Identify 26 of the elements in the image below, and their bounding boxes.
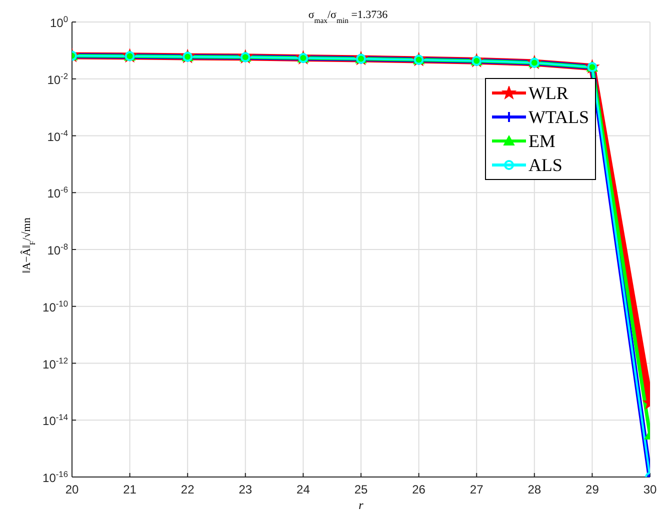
- y-tick-label: 10$^{-10}$: [42, 298, 68, 314]
- x-axis-title: r: [358, 498, 364, 512]
- x-tick-label: 29: [586, 482, 600, 497]
- chart-title: σ$_{max}$/σ$_{min}$ =1.3736: [308, 9, 388, 24]
- x-tick-label: 23: [238, 482, 252, 497]
- y-tick-label: 10$^{-14}$: [42, 412, 68, 428]
- y-tick-label: 10$^{-6}$: [47, 184, 68, 201]
- legend-label: WLR: [528, 82, 568, 105]
- y-tick-label: 10$^{-2}$: [47, 70, 68, 87]
- legend-label: EM: [528, 130, 556, 153]
- x-tick-label: 25: [354, 482, 368, 497]
- x-tick-label: 27: [470, 482, 484, 497]
- x-tick-label: 22: [180, 482, 195, 497]
- x-tick-label: 21: [123, 482, 137, 497]
- x-tick-label: 26: [412, 482, 426, 497]
- y-tick-label: 10$^{0}$: [50, 14, 68, 30]
- y-tick-label: 10$^{-12}$: [42, 355, 68, 372]
- y-tick-label: 10$^{-4}$: [47, 128, 68, 144]
- x-tick-label: 28: [528, 482, 542, 497]
- legend-label: WTALS: [528, 106, 589, 129]
- y-tick-label: 10$^{-8}$: [47, 242, 68, 258]
- legend-label: ALS: [528, 154, 562, 177]
- x-tick-label: 20: [65, 482, 79, 497]
- x-tick-label: 30: [643, 482, 657, 497]
- y-tick-label: 10$^{-16}$: [42, 469, 68, 485]
- x-tick-label: 24: [296, 482, 310, 497]
